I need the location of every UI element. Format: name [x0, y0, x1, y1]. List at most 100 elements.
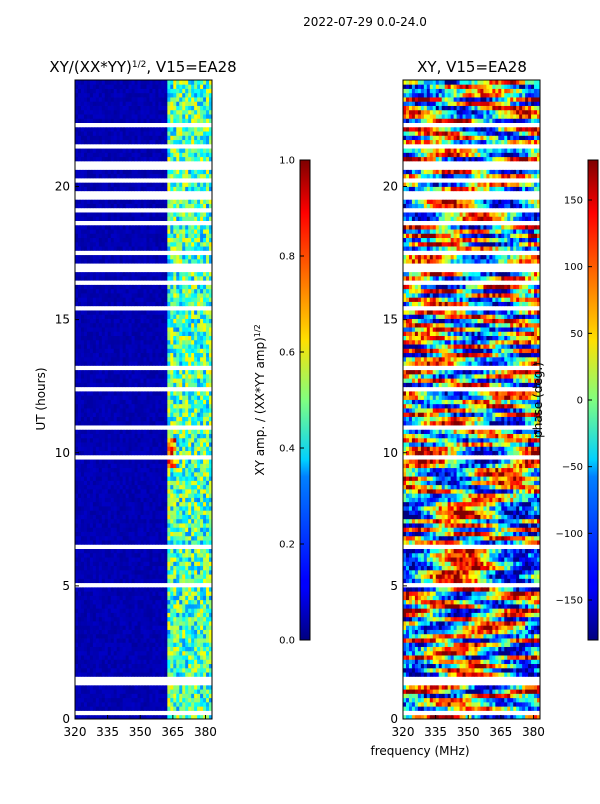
heatmap-cell — [81, 642, 84, 647]
heatmap-cell — [138, 267, 141, 272]
heatmap-cell — [135, 391, 138, 396]
heatmap-cell — [176, 693, 179, 698]
heatmap-cell — [188, 323, 191, 328]
heatmap-cell — [200, 489, 203, 494]
heatmap-cell — [164, 536, 167, 541]
heatmap-cell — [84, 429, 87, 434]
heatmap-cell — [179, 272, 182, 277]
heatmap-cell — [138, 468, 141, 473]
heatmap-cell — [146, 574, 149, 579]
heatmap-cell — [200, 638, 203, 643]
heatmap-cell — [96, 634, 99, 639]
heatmap-cell — [90, 434, 93, 439]
heatmap-cell — [194, 434, 197, 439]
heatmap-cell — [138, 382, 141, 387]
heatmap-cell — [194, 348, 197, 353]
heatmap-cell — [138, 472, 141, 477]
heatmap-cell — [84, 655, 87, 660]
heatmap-cell — [146, 578, 149, 583]
heatmap-cell — [182, 515, 185, 520]
heatmap-cell — [99, 595, 102, 600]
heatmap-cell — [87, 647, 90, 652]
heatmap-cell — [194, 327, 197, 332]
heatmap-cell — [138, 625, 141, 630]
heatmap-cell — [90, 608, 93, 613]
heatmap-cell — [200, 361, 203, 366]
heatmap-cell — [146, 382, 149, 387]
heatmap-cell — [111, 502, 114, 507]
heatmap-cell — [146, 591, 149, 596]
heatmap-cell — [90, 578, 93, 583]
heatmap-cell — [108, 527, 111, 532]
heatmap-cell — [132, 553, 135, 558]
heatmap-cell — [96, 480, 99, 485]
heatmap-cell — [197, 451, 200, 456]
heatmap-cell — [105, 506, 108, 511]
heatmap-cell — [161, 297, 164, 302]
heatmap-cell — [78, 378, 81, 383]
heatmap-cell — [99, 613, 102, 618]
heatmap-cell — [197, 365, 200, 370]
heatmap-cell — [194, 451, 197, 456]
heatmap-cell — [117, 374, 120, 379]
heatmap-cell — [149, 676, 152, 681]
heatmap-cell — [108, 434, 111, 439]
heatmap-cell — [155, 387, 158, 392]
heatmap-cell — [179, 327, 182, 332]
heatmap-cell — [176, 297, 179, 302]
heatmap-cell — [135, 404, 138, 409]
heatmap-cell — [141, 493, 144, 498]
heatmap-cell — [167, 672, 170, 677]
heatmap-cell — [141, 659, 144, 664]
heatmap-cell — [194, 642, 197, 647]
heatmap-cell — [182, 387, 185, 392]
heatmap-cell — [114, 472, 117, 477]
heatmap-cell — [188, 476, 191, 481]
heatmap-cell — [188, 468, 191, 473]
heatmap-cell — [99, 412, 102, 417]
heatmap-cell — [120, 297, 123, 302]
heatmap-cell — [84, 412, 87, 417]
heatmap-cell — [132, 361, 135, 366]
heatmap-cell — [90, 630, 93, 635]
heatmap-cell — [117, 600, 120, 605]
heatmap-cell — [173, 702, 176, 707]
heatmap-cell — [108, 600, 111, 605]
heatmap-cell — [114, 391, 117, 396]
heatmap-cell — [138, 608, 141, 613]
heatmap-cell — [161, 442, 164, 447]
heatmap-cell — [167, 549, 170, 554]
heatmap-cell — [90, 595, 93, 600]
heatmap-cell — [158, 421, 161, 426]
heatmap-cell — [146, 306, 149, 311]
heatmap-cell — [170, 434, 173, 439]
heatmap-cell — [167, 434, 170, 439]
heatmap-cell — [141, 681, 144, 686]
heatmap-cell — [90, 591, 93, 596]
heatmap-cell — [117, 434, 120, 439]
heatmap-cell — [185, 617, 188, 622]
heatmap-cell — [164, 561, 167, 566]
heatmap-cell — [200, 480, 203, 485]
heatmap-cell — [141, 655, 144, 660]
heatmap-cell — [117, 659, 120, 664]
heatmap-cell — [206, 289, 209, 294]
heatmap-cell — [141, 561, 144, 566]
heatmap-cell — [173, 510, 176, 515]
heatmap-cell — [141, 583, 144, 588]
heatmap-cell — [197, 689, 200, 694]
heatmap-cell — [146, 323, 149, 328]
heatmap-cell — [161, 455, 164, 460]
heatmap-cell — [135, 353, 138, 358]
heatmap-cell — [173, 608, 176, 613]
heatmap-cell — [132, 365, 135, 370]
heatmap-cell — [123, 391, 126, 396]
heatmap-cell — [99, 638, 102, 643]
heatmap-cell — [126, 421, 129, 426]
heatmap-cell — [179, 600, 182, 605]
heatmap-cell — [188, 348, 191, 353]
heatmap-cell — [152, 647, 155, 652]
heatmap-cell — [197, 493, 200, 498]
heatmap-cell — [144, 706, 147, 711]
heatmap-cell — [135, 370, 138, 375]
